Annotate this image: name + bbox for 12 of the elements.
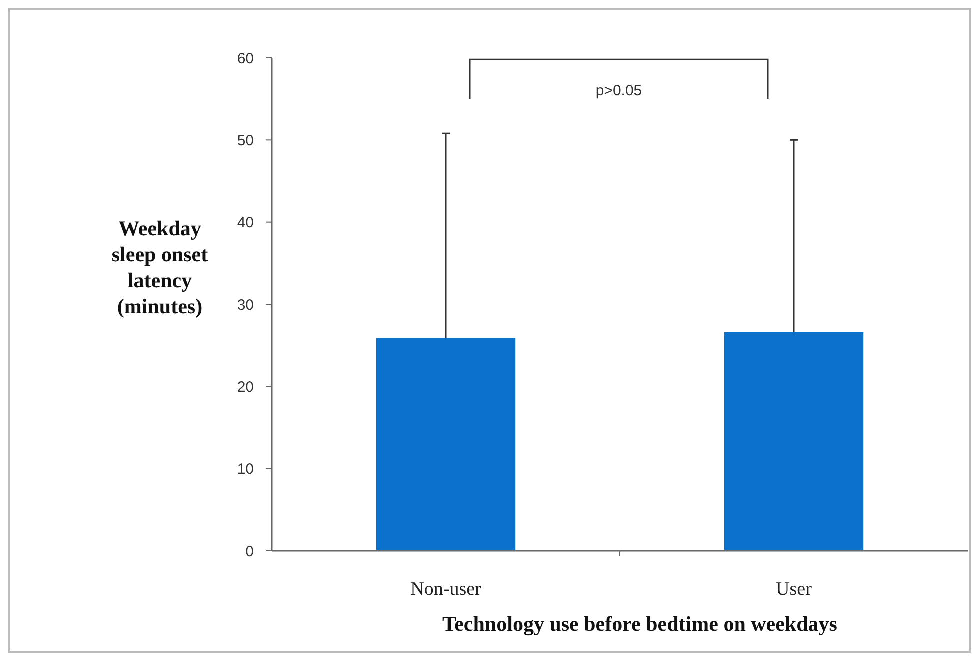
y-tick-label: 30 — [237, 296, 254, 314]
y-tick-label: 20 — [237, 378, 254, 396]
y-tick-label: 10 — [237, 461, 254, 478]
y-axis-title: Weekday sleep onset latency (minutes) — [112, 216, 208, 318]
x-axis-title: Technology use before bedtime on weekdays — [442, 612, 838, 636]
y-tick-label: 60 — [237, 50, 254, 68]
x-tick-label: Non-user — [410, 579, 482, 600]
annotation: p>0.05 — [596, 82, 642, 100]
y-tick-label: 40 — [237, 214, 254, 232]
x-tick-label: User — [776, 579, 813, 600]
y-tick-label: 50 — [237, 132, 254, 150]
y-tick-label: 0 — [246, 543, 254, 560]
